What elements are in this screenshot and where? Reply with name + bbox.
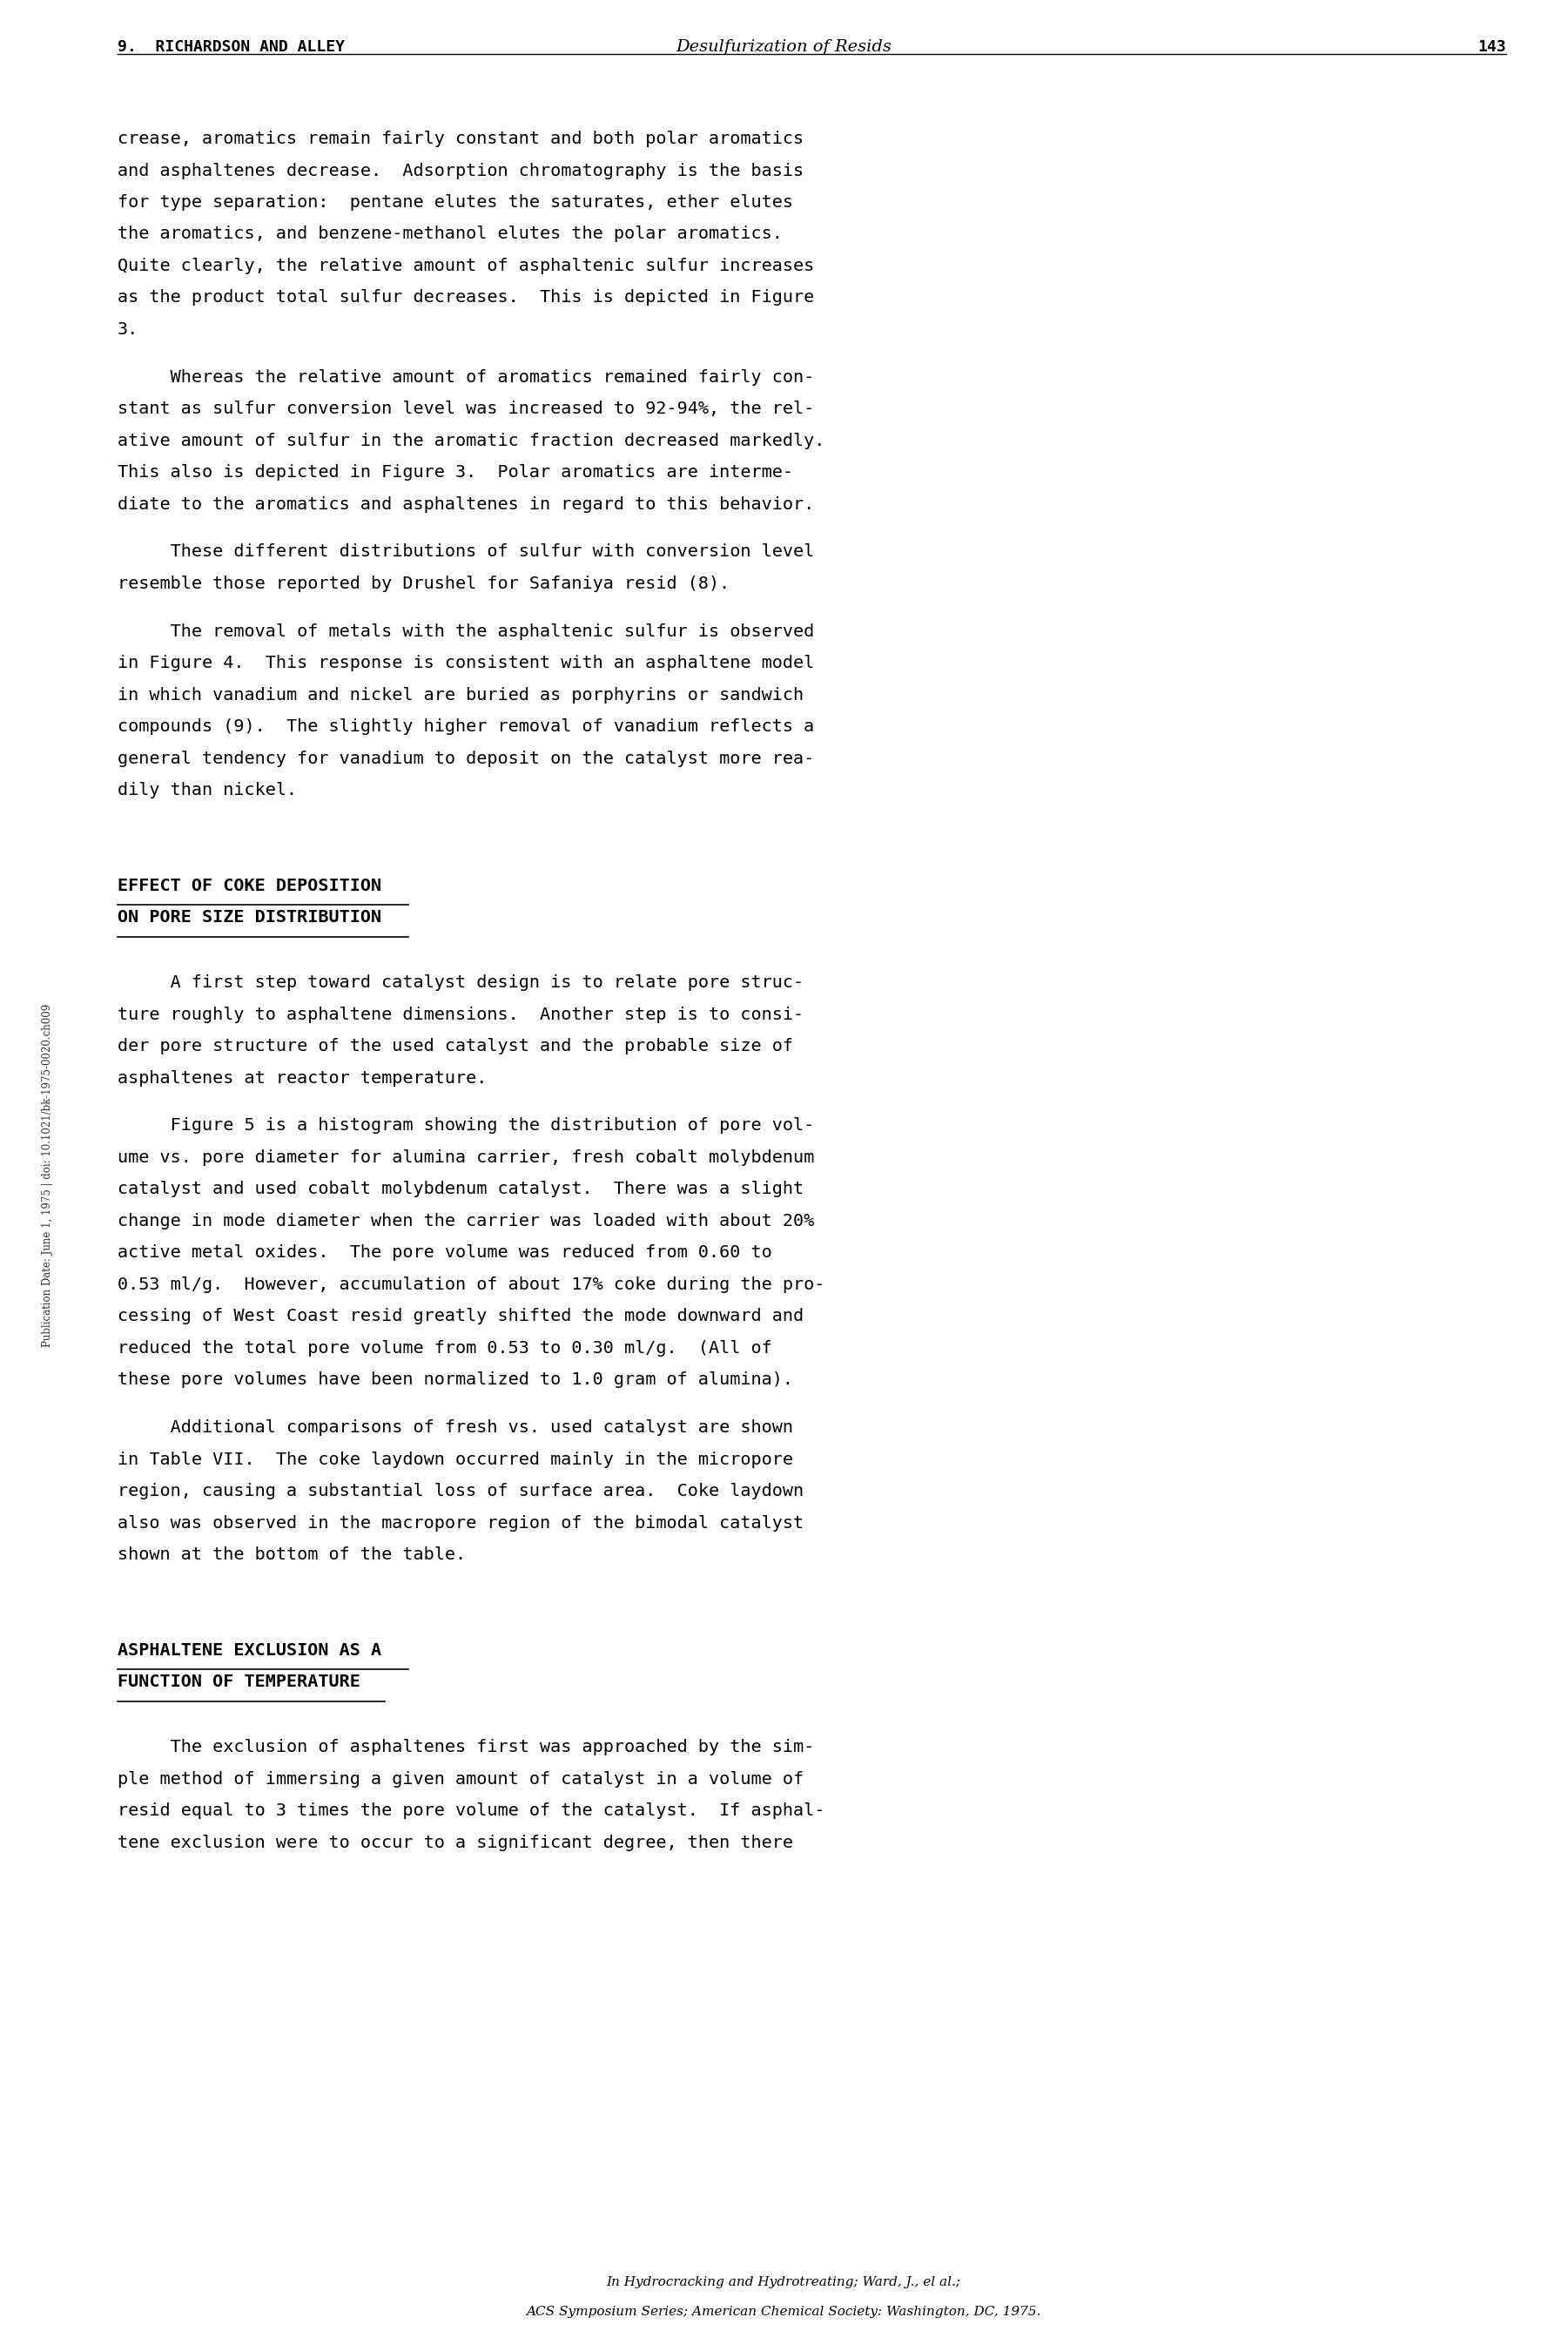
Text: asphaltenes at reactor temperature.: asphaltenes at reactor temperature. (118, 1070, 488, 1086)
Text: stant as sulfur conversion level was increased to 92-94%, the rel-: stant as sulfur conversion level was inc… (118, 400, 814, 416)
Text: tene exclusion were to occur to a significant degree, then there: tene exclusion were to occur to a signif… (118, 1834, 793, 1850)
Text: EFFECT OF COKE DEPOSITION: EFFECT OF COKE DEPOSITION (118, 877, 381, 893)
Text: 9.  RICHARDSON AND ALLEY: 9. RICHARDSON AND ALLEY (118, 40, 345, 54)
Text: ON PORE SIZE DISTRIBUTION: ON PORE SIZE DISTRIBUTION (118, 910, 381, 926)
Text: for type separation:  pentane elutes the saturates, ether elutes: for type separation: pentane elutes the … (118, 195, 793, 212)
Text: Quite clearly, the relative amount of asphaltenic sulfur increases: Quite clearly, the relative amount of as… (118, 259, 814, 275)
Text: crease, aromatics remain fairly constant and both polar aromatics: crease, aromatics remain fairly constant… (118, 132, 804, 148)
Text: change in mode diameter when the carrier was loaded with about 20%: change in mode diameter when the carrier… (118, 1213, 814, 1230)
Text: Whereas the relative amount of aromatics remained fairly con-: Whereas the relative amount of aromatics… (118, 369, 814, 386)
Text: dily than nickel.: dily than nickel. (118, 783, 296, 799)
Text: resid equal to 3 times the pore volume of the catalyst.  If asphal-: resid equal to 3 times the pore volume o… (118, 1803, 825, 1820)
Text: der pore structure of the used catalyst and the probable size of: der pore structure of the used catalyst … (118, 1039, 793, 1056)
Text: compounds (9).  The slightly higher removal of vanadium reflects a: compounds (9). The slightly higher remov… (118, 719, 814, 736)
Text: general tendency for vanadium to deposit on the catalyst more rea-: general tendency for vanadium to deposit… (118, 750, 814, 766)
Text: the aromatics, and benzene-methanol elutes the polar aromatics.: the aromatics, and benzene-methanol elut… (118, 226, 782, 242)
Text: 3.: 3. (118, 322, 138, 339)
Text: This also is depicted in Figure 3.  Polar aromatics are interme-: This also is depicted in Figure 3. Polar… (118, 463, 793, 482)
Text: in Table VII.  The coke laydown occurred mainly in the micropore: in Table VII. The coke laydown occurred … (118, 1451, 793, 1467)
Text: ple method of immersing a given amount of catalyst in a volume of: ple method of immersing a given amount o… (118, 1770, 804, 1787)
Text: in which vanadium and nickel are buried as porphyrins or sandwich: in which vanadium and nickel are buried … (118, 686, 804, 703)
Text: ture roughly to asphaltene dimensions.  Another step is to consi-: ture roughly to asphaltene dimensions. A… (118, 1006, 804, 1023)
Text: as the product total sulfur decreases.  This is depicted in Figure: as the product total sulfur decreases. T… (118, 289, 814, 306)
Text: ume vs. pore diameter for alumina carrier, fresh cobalt molybdenum: ume vs. pore diameter for alumina carrie… (118, 1150, 814, 1166)
Text: cessing of West Coast resid greatly shifted the mode downward and: cessing of West Coast resid greatly shif… (118, 1307, 804, 1326)
Text: FUNCTION OF TEMPERATURE: FUNCTION OF TEMPERATURE (118, 1674, 361, 1690)
Text: active metal oxides.  The pore volume was reduced from 0.60 to: active metal oxides. The pore volume was… (118, 1244, 771, 1260)
Text: catalyst and used cobalt molybdenum catalyst.  There was a slight: catalyst and used cobalt molybdenum cata… (118, 1180, 804, 1197)
Text: ASPHALTENE EXCLUSION AS A: ASPHALTENE EXCLUSION AS A (118, 1643, 381, 1660)
Text: reduced the total pore volume from 0.53 to 0.30 ml/g.  (All of: reduced the total pore volume from 0.53 … (118, 1340, 771, 1357)
Text: The exclusion of asphaltenes first was approached by the sim-: The exclusion of asphaltenes first was a… (118, 1740, 814, 1756)
Text: The removal of metals with the asphaltenic sulfur is observed: The removal of metals with the asphalten… (118, 623, 814, 639)
Text: In Hydrocracking and Hydrotreating; Ward, J., el al.;: In Hydrocracking and Hydrotreating; Ward… (607, 2276, 961, 2288)
Text: and asphaltenes decrease.  Adsorption chromatography is the basis: and asphaltenes decrease. Adsorption chr… (118, 162, 804, 179)
Text: Figure 5 is a histogram showing the distribution of pore vol-: Figure 5 is a histogram showing the dist… (118, 1117, 814, 1133)
Text: ACS Symposium Series; American Chemical Society: Washington, DC, 1975.: ACS Symposium Series; American Chemical … (527, 2306, 1041, 2318)
Text: 0.53 ml/g.  However, accumulation of about 17% coke during the pro-: 0.53 ml/g. However, accumulation of abou… (118, 1277, 825, 1293)
Text: Desulfurization of Resids: Desulfurization of Resids (676, 40, 892, 54)
Text: these pore volumes have been normalized to 1.0 gram of alumina).: these pore volumes have been normalized … (118, 1373, 793, 1389)
Text: resemble those reported by Drushel for Safaniya resid (8).: resemble those reported by Drushel for S… (118, 576, 729, 592)
Text: shown at the bottom of the table.: shown at the bottom of the table. (118, 1547, 466, 1563)
Text: 143: 143 (1477, 40, 1507, 54)
Text: ative amount of sulfur in the aromatic fraction decreased markedly.: ative amount of sulfur in the aromatic f… (118, 433, 825, 449)
Text: Additional comparisons of fresh vs. used catalyst are shown: Additional comparisons of fresh vs. used… (118, 1420, 793, 1436)
Text: also was observed in the macropore region of the bimodal catalyst: also was observed in the macropore regio… (118, 1514, 804, 1531)
Text: in Figure 4.  This response is consistent with an asphaltene model: in Figure 4. This response is consistent… (118, 656, 814, 672)
Text: Publication Date: June 1, 1975 | doi: 10.1021/bk-1975-0020.ch009: Publication Date: June 1, 1975 | doi: 10… (42, 1004, 53, 1347)
Text: region, causing a substantial loss of surface area.  Coke laydown: region, causing a substantial loss of su… (118, 1483, 804, 1500)
Text: diate to the aromatics and asphaltenes in regard to this behavior.: diate to the aromatics and asphaltenes i… (118, 496, 814, 513)
Text: These different distributions of sulfur with conversion level: These different distributions of sulfur … (118, 543, 814, 560)
Text: A first step toward catalyst design is to relate pore struc-: A first step toward catalyst design is t… (118, 976, 804, 992)
